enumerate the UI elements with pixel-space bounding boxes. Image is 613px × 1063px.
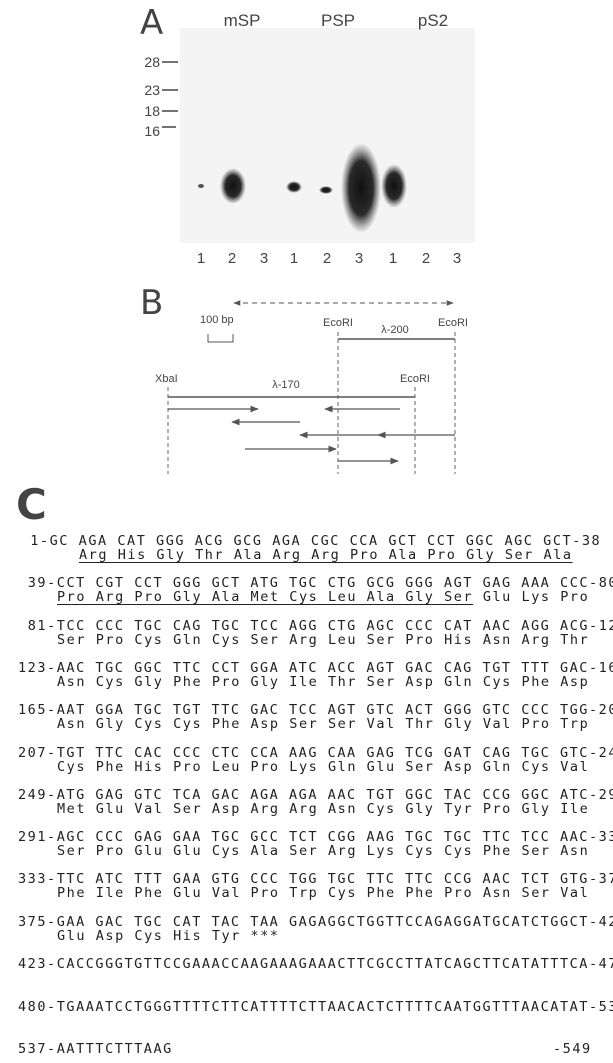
amino-acids: Asn Cys Gly Phe Pro Gly Ile Thr Ser Asp … (57, 674, 589, 690)
lane-number: 3 (453, 250, 461, 267)
panel-label: C (16, 480, 47, 529)
amino-acid-line: Ser Pro Cys Gln Cys Ser Arg Leu Ser Pro … (57, 633, 589, 647)
size-marker: 16 (144, 123, 160, 139)
amino-acids: Phe Ile Phe Glu Val Pro Trp Cys Phe Phe … (57, 885, 589, 901)
clone-label: λ-170 (272, 379, 300, 391)
nucleotide-line: 537-AATTTCTTTAAG (18, 1042, 173, 1056)
nucleotide-line: 165-AAT GGA TGC TGT TTC GAC TCC AGT GTC … (18, 703, 613, 717)
amino-acid-line: Glu Asp Cys His Tyr *** (57, 929, 280, 943)
amino-acids: Glu Asp Cys His Tyr *** (57, 928, 280, 944)
figure: { "panel_a": { "label": "A", "lanes": ["… (0, 0, 613, 1063)
scale-label: 100 bp (200, 314, 234, 326)
size-marker: 28 (144, 54, 160, 70)
lane-header: pS2 (418, 11, 448, 30)
lane-header: PSP (321, 11, 355, 30)
gel-background (180, 28, 475, 243)
lane-number: 2 (228, 250, 236, 267)
amino-acids: Ser Pro Cys Gln Cys Ser Arg Leu Ser Pro … (57, 632, 589, 648)
nucleotide-line: 39-CCT CGT CCT GGG GCT ATG TGC CTG GCG G… (28, 576, 613, 590)
amino-acid-line: Asn Cys Gly Phe Pro Gly Ile Thr Ser Asp … (57, 675, 589, 689)
lane-number: 2 (323, 250, 331, 267)
amino-acids: Glu Lys Pro (483, 589, 589, 605)
amino-acid-line: Cys Phe His Pro Leu Pro Lys Gln Glu Ser … (57, 760, 589, 774)
amino-acids: Pro Arg Pro Gly Ala Met Cys Leu Ala Gly … (57, 589, 473, 605)
amino-acid-line: Ser Pro Glu Glu Cys Ala Ser Arg Lys Cys … (57, 844, 589, 858)
page: Figure html, body { margin: 0; padding: … (0, 0, 613, 1063)
site-label: EcoRI (438, 317, 468, 329)
nucleotide-line: 333-TTC ATC TTT GAA GTG CCC TGG TGC TTC … (18, 872, 613, 886)
clone-label: λ-200 (381, 324, 409, 336)
nucleotide-line: 375-GAA GAC TGC CAT TAC TAA GAGAGGCTGGTT… (18, 915, 613, 929)
nucleotide-line: 291-AGC CCC GAG GAA TGC GCC TCT CGG AAG … (18, 830, 613, 844)
size-marker: 23 (144, 82, 160, 98)
nucleotide-line: 81-TCC CCC TGC CAG TGC TCC AGG CTG AGC C… (28, 619, 613, 633)
size-marker: 18 (144, 103, 160, 119)
nucleotide-line: 480-TGAAATCCTGGGTTTTCTTCATTTTCTTAACACTCT… (18, 1000, 613, 1014)
nucleotide-line: 123-AAC TGC GGC TTC CCT GGA ATC ACC AGT … (18, 661, 613, 675)
amino-acids: Arg His Gly Thr Ala Arg Arg Pro Ala Pro … (79, 547, 573, 563)
lane-number: 1 (197, 250, 205, 267)
band (319, 186, 333, 194)
lane-number: 3 (260, 250, 268, 267)
band (286, 181, 302, 193)
site-label: XbaI (155, 373, 178, 385)
lane-number: 1 (290, 250, 298, 267)
nucleotide-line: 249-ATG GAG GTC TCA GAC AGA AGA AAC TGT … (18, 788, 613, 802)
amino-acids: Asn Gly Cys Cys Phe Asp Ser Ser Val Thr … (57, 716, 589, 732)
nucleotide-line: 207-TGT TTC CAC CCC CTC CCA AAG CAA GAG … (18, 746, 613, 760)
nucleotide-line: 1-GC AGA CAT GGG ACG GCG AGA CGC CCA GCT… (30, 534, 601, 548)
band (341, 143, 381, 233)
scale-bar (208, 334, 233, 342)
lane-number: 2 (422, 250, 430, 267)
amino-acids: Met Glu Val Ser Asp Arg Arg Asn Cys Gly … (57, 801, 589, 817)
lane-header: mSP (224, 11, 261, 30)
site-label: EcoRI (323, 317, 353, 329)
amino-acid-line: Met Glu Val Ser Asp Arg Arg Asn Cys Gly … (57, 802, 589, 816)
panel-label: A (140, 3, 163, 43)
amino-acid-line: Asn Gly Cys Cys Phe Asp Ser Ser Val Thr … (57, 717, 589, 731)
amino-acids: Cys Phe His Pro Leu Pro Lys Gln Glu Ser … (57, 759, 589, 775)
amino-acid-line: Phe Ile Phe Glu Val Pro Trp Cys Phe Phe … (57, 886, 589, 900)
sequence-end: -549 (553, 1042, 592, 1056)
amino-acid-line: Pro Arg Pro Gly Ala Met Cys Leu Ala Gly … (57, 590, 589, 604)
amino-acids: Ser Pro Glu Glu Cys Ala Ser Arg Lys Cys … (57, 843, 589, 859)
site-label: EcoRI (400, 373, 430, 385)
panels-a-b: A mSP PSP pS2 28 23 18 16 1 2 3 1 2 3 1 … (0, 0, 613, 490)
lane-number: 3 (355, 250, 363, 267)
band (381, 164, 407, 208)
nucleotide-line: 423-CACCGGGTGTTCCGAAACCAAGAAAGAAACTTCGCC… (18, 957, 613, 971)
panel-label: B (140, 283, 163, 323)
band (198, 184, 204, 188)
band (220, 168, 246, 204)
lane-number: 1 (389, 250, 397, 267)
amino-acid-line: Arg His Gly Thr Ala Arg Arg Pro Ala Pro … (79, 548, 573, 562)
